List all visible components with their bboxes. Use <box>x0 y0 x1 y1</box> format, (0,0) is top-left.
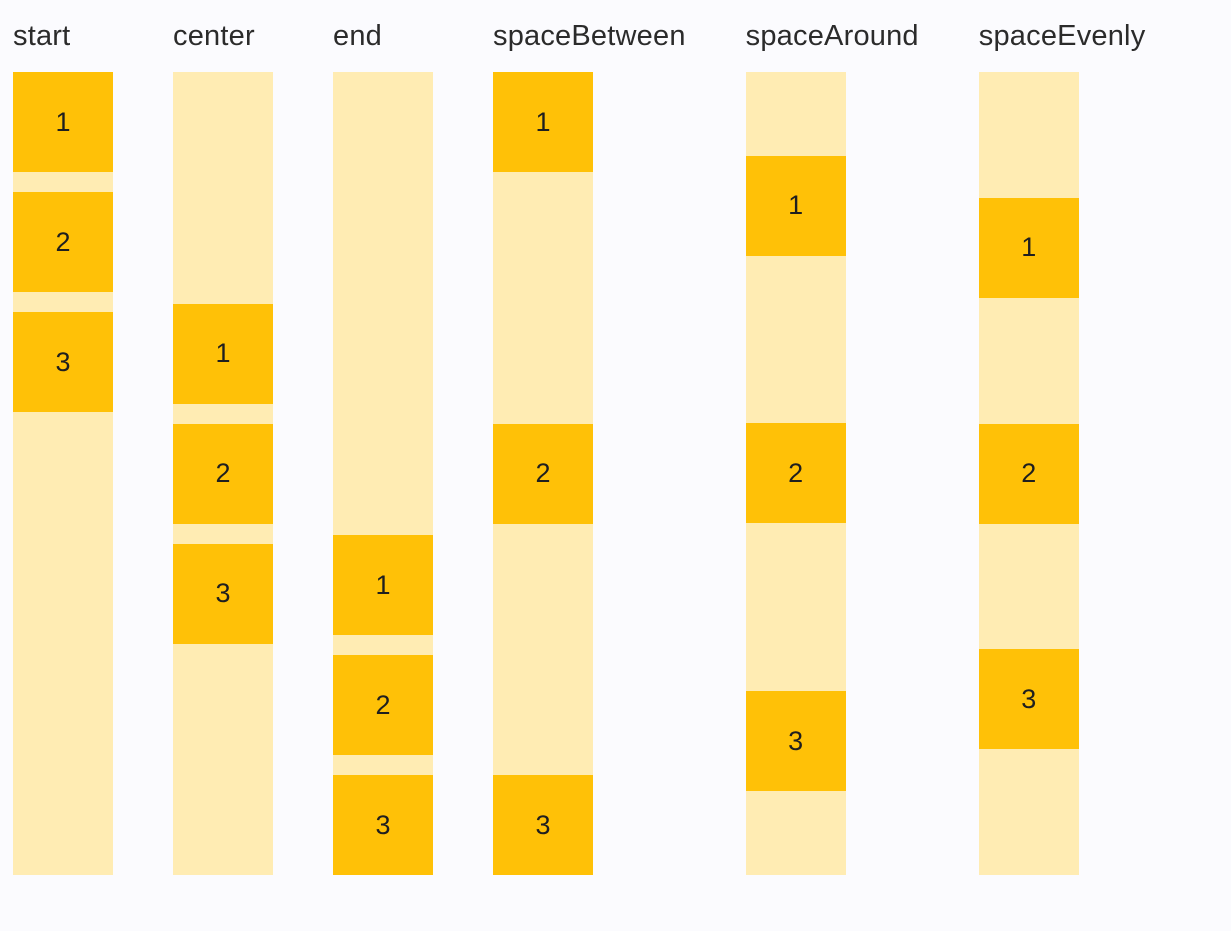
flex-item-number: 2 <box>1021 458 1037 488</box>
alignment-track: 1 2 3 <box>745 72 846 875</box>
alignment-label-spaceBetween: spaceBetween <box>493 20 686 52</box>
flex-item-number: 3 <box>55 346 71 377</box>
flex-item-box: 1 <box>173 303 273 404</box>
alignment-demo-cell-start: start 1 2 3 <box>13 17 113 875</box>
flex-item-number: 3 <box>375 809 391 840</box>
flex-item-number: 1 <box>375 569 391 600</box>
alignment-demo-row: start 1 2 3 center 1 2 3 end 1 2 3 space… <box>13 17 1146 875</box>
alignment-track: 1 2 3 <box>13 72 113 875</box>
flex-item-box: 3 <box>978 649 1079 750</box>
flex-item-number: 2 <box>535 458 551 488</box>
flex-item-number: 1 <box>535 106 551 137</box>
flex-item-box: 1 <box>493 72 593 172</box>
flex-item-number: 2 <box>215 458 231 488</box>
flex-item-box: 1 <box>333 535 433 635</box>
flex-item-box: 2 <box>13 192 113 292</box>
alignment-track: 1 2 3 <box>333 72 433 875</box>
flex-item-number: 3 <box>215 578 231 608</box>
flex-item-number: 1 <box>215 338 231 368</box>
flex-item-number: 2 <box>788 457 804 488</box>
alignment-demo-cell-spaceBetween: spaceBetween 1 2 3 <box>493 17 686 875</box>
flex-item-number: 3 <box>1021 683 1037 714</box>
flex-item-box: 3 <box>173 543 273 644</box>
flex-item-number: 1 <box>1021 232 1037 263</box>
alignment-demo-cell-center: center 1 2 3 <box>173 17 273 875</box>
alignment-track: 1 2 3 <box>978 72 1079 875</box>
flex-item-box: 2 <box>978 423 1079 524</box>
flex-item-box: 3 <box>333 775 433 875</box>
flex-item-number: 1 <box>788 190 804 221</box>
alignment-demo-cell-spaceAround: spaceAround 1 2 3 <box>745 17 919 875</box>
flex-item-box: 3 <box>493 775 593 875</box>
alignment-label-spaceAround: spaceAround <box>745 20 919 52</box>
flex-item-number: 3 <box>788 725 804 756</box>
alignment-label-start: start <box>13 20 71 52</box>
flex-item-box: 3 <box>13 312 113 412</box>
flex-item-number: 2 <box>55 226 71 257</box>
flex-item-number: 3 <box>535 809 551 840</box>
flex-item-number: 2 <box>375 689 391 720</box>
flex-item-box: 1 <box>978 197 1079 298</box>
flex-item-box: 2 <box>173 423 273 524</box>
flex-item-box: 1 <box>13 72 113 172</box>
alignment-demo-cell-end: end 1 2 3 <box>333 17 433 875</box>
alignment-label-spaceEvenly: spaceEvenly <box>978 20 1146 52</box>
alignment-track: 1 2 3 <box>173 72 273 875</box>
alignment-label-center: center <box>173 20 255 52</box>
alignment-track: 1 2 3 <box>493 72 593 875</box>
flex-item-box: 3 <box>745 691 846 792</box>
flex-item-box: 2 <box>493 423 593 524</box>
flex-item-box: 2 <box>333 655 433 755</box>
flex-item-box: 1 <box>745 155 846 256</box>
flex-item-number: 1 <box>55 106 71 137</box>
alignment-demo-cell-spaceEvenly: spaceEvenly 1 2 3 <box>978 17 1146 875</box>
flex-item-box: 2 <box>745 423 846 524</box>
alignment-label-end: end <box>333 20 382 52</box>
